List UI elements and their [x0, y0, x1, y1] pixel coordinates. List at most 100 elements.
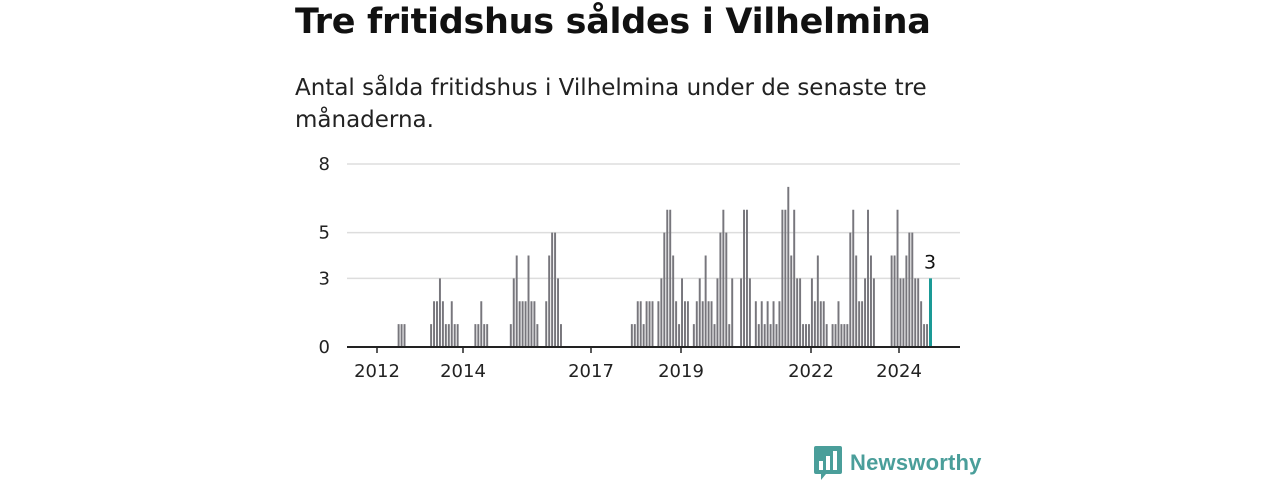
bar	[527, 255, 530, 347]
y-tick-label: 5	[319, 223, 330, 244]
bar	[704, 255, 707, 347]
bar	[869, 255, 872, 347]
bar	[872, 278, 875, 347]
bar	[799, 278, 802, 347]
bar	[793, 209, 796, 347]
bar	[896, 209, 899, 347]
bar	[666, 209, 669, 347]
bar	[710, 301, 713, 347]
bar	[400, 324, 403, 347]
bar	[716, 278, 719, 347]
bar	[695, 301, 698, 347]
page-title: Tre fritidshus såldes i Vilhelmina	[295, 2, 931, 42]
bar	[813, 301, 816, 347]
bar	[447, 324, 450, 347]
bar	[763, 324, 766, 347]
bar	[701, 301, 704, 347]
bar	[787, 186, 790, 347]
bar	[557, 278, 560, 347]
bar	[745, 209, 748, 347]
bar	[433, 301, 436, 347]
highlight-bar	[929, 278, 932, 347]
bar	[645, 301, 648, 347]
bar	[843, 324, 846, 347]
bar	[450, 301, 453, 347]
bar	[486, 324, 489, 347]
bar	[480, 301, 483, 347]
bar	[554, 232, 557, 347]
bar	[436, 301, 438, 347]
bar	[686, 301, 689, 347]
bar	[731, 278, 734, 347]
bar	[769, 324, 772, 347]
bar	[681, 278, 683, 347]
bar	[778, 301, 781, 347]
bar	[852, 209, 855, 347]
bar	[548, 255, 551, 347]
bar	[766, 301, 769, 347]
bar	[805, 324, 807, 347]
bar	[807, 324, 810, 347]
bar	[719, 232, 722, 347]
bar	[748, 278, 751, 347]
bar	[560, 324, 562, 347]
bar	[545, 301, 548, 347]
y-tick-label: 0	[319, 337, 330, 358]
bar	[834, 324, 837, 347]
x-tick-label: 2022	[788, 361, 834, 382]
bar	[678, 324, 681, 347]
bar	[657, 301, 660, 347]
bar-chart: 0 3 5 8 2012 2014 2017 2019 2022 2024 3	[319, 154, 960, 382]
bar	[893, 255, 896, 347]
brand-name: Newsworthy	[850, 450, 982, 475]
bar	[518, 301, 521, 347]
grid-lines	[347, 163, 960, 280]
bar	[908, 232, 911, 347]
bar	[781, 209, 784, 347]
bar	[692, 324, 695, 347]
bar	[861, 301, 864, 347]
bar	[728, 324, 731, 347]
y-tick-label: 8	[319, 154, 330, 175]
bar	[551, 232, 554, 347]
newsworthy-chart-bubble-icon	[814, 446, 842, 480]
bar	[902, 278, 905, 347]
bar	[864, 278, 867, 347]
bar	[441, 301, 444, 347]
bar	[633, 324, 636, 347]
bar	[920, 301, 923, 347]
bar	[725, 232, 728, 347]
bar	[858, 301, 861, 347]
bar	[890, 255, 893, 347]
bar	[816, 255, 819, 347]
bar	[698, 278, 701, 347]
bar	[444, 324, 447, 347]
bar	[905, 255, 908, 347]
bar	[397, 324, 400, 347]
x-tick-label: 2017	[568, 361, 614, 382]
bar	[855, 255, 858, 347]
bar	[825, 324, 828, 347]
highlight-data-label: 3	[924, 251, 936, 273]
bar	[784, 209, 787, 347]
bar	[648, 301, 651, 347]
bar	[636, 301, 639, 347]
bar	[683, 301, 686, 347]
bar	[790, 255, 793, 347]
bar	[672, 255, 675, 347]
bar	[536, 324, 539, 347]
bar	[474, 324, 477, 347]
bar	[775, 324, 778, 347]
bar	[509, 324, 512, 347]
axes	[347, 346, 960, 353]
x-tick-label: 2024	[876, 361, 922, 382]
bar	[796, 278, 799, 347]
bar	[837, 301, 840, 347]
bar	[675, 301, 678, 347]
y-tick-label: 3	[319, 268, 330, 289]
page-subtitle: Antal sålda fritidshus i Vilhelmina unde…	[295, 75, 927, 133]
bar	[639, 301, 642, 347]
bar	[707, 301, 710, 347]
bar	[867, 209, 869, 347]
brand-logo[interactable]: Newsworthy	[814, 446, 982, 480]
